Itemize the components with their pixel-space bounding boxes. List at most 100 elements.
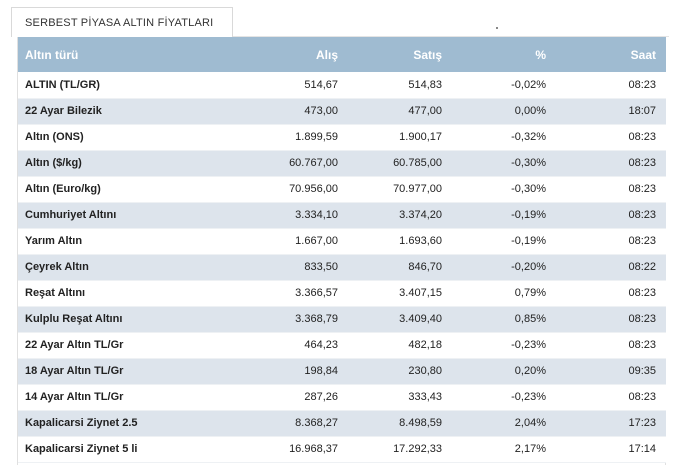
cell-saat: 18:07: [556, 98, 666, 125]
cell-altin-turu[interactable]: 22 Ayar Altın TL/Gr: [18, 332, 208, 359]
cell-satis: 70.977,00: [348, 176, 452, 203]
cell-alis: 464,23: [208, 332, 348, 359]
cell-alis: 3.366,57: [208, 280, 348, 307]
cell-altin-turu[interactable]: Kapalicarsi Ziynet 2.5: [18, 410, 208, 437]
cell-satis: 1.693,60: [348, 228, 452, 255]
table-row: ALTIN (TL/GR) 514,67 514,83 -0,02% 08:23: [18, 72, 666, 99]
cell-satis: 17.292,33: [348, 436, 452, 463]
cell-alis: 1.899,59: [208, 124, 348, 151]
cell-percent: -0,19%: [452, 228, 556, 255]
table-body: ALTIN (TL/GR) 514,67 514,83 -0,02% 08:23 22 A…: [18, 72, 666, 463]
cell-altin-turu[interactable]: ALTIN (TL/GR): [18, 72, 208, 99]
cell-saat: 08:23: [556, 202, 666, 229]
cell-percent: 0,20%: [452, 358, 556, 385]
cell-altin-turu[interactable]: Reşat Altını: [18, 280, 208, 307]
cell-satis: 230,80: [348, 358, 452, 385]
cell-altin-turu[interactable]: Cumhuriyet Altını: [18, 202, 208, 229]
table-row: 14 Ayar Altın TL/Gr 287,26 333,43 -0,23% 08:…: [18, 384, 666, 411]
table-row: Kapalicarsi Ziynet 2.5 8.368,27 8.498,59 2,…: [18, 410, 666, 437]
cell-altin-turu[interactable]: Altın (Euro/kg): [18, 176, 208, 203]
cell-altin-turu[interactable]: Altın (ONS): [18, 124, 208, 151]
decorative-dot: [496, 27, 498, 29]
header-percent[interactable]: %: [535, 47, 546, 62]
cell-saat: 17:14: [556, 436, 666, 463]
cell-altin-turu[interactable]: 22 Ayar Bilezik: [18, 98, 208, 125]
cell-percent: -0,30%: [452, 150, 556, 177]
header-row: Altın türü Alış Satış % Saat: [18, 37, 666, 72]
cell-percent: 2,17%: [452, 436, 556, 463]
cell-saat: 08:22: [556, 254, 666, 281]
table-row: Altın (ONS) 1.899,59 1.900,17 -0,32% 08:23: [18, 124, 666, 151]
cell-alis: 60.767,00: [208, 150, 348, 177]
cell-altin-turu[interactable]: Altın ($/kg): [18, 150, 208, 177]
cell-alis: 514,67: [208, 72, 348, 99]
cell-altin-turu[interactable]: Çeyrek Altın: [18, 254, 208, 281]
cell-percent: -0,30%: [452, 176, 556, 203]
cell-altin-turu[interactable]: Kapalicarsi Ziynet 5 li: [18, 436, 208, 463]
cell-satis: 482,18: [348, 332, 452, 359]
tab-baseline-divider: [233, 36, 669, 37]
cell-percent: 2,04%: [452, 410, 556, 437]
table-row: Kapalicarsi Ziynet 5 li 16.968,37 17.292,3…: [18, 436, 666, 463]
cell-satis: 3.407,15: [348, 280, 452, 307]
cell-percent: 0,00%: [452, 98, 556, 125]
cell-altin-turu[interactable]: 14 Ayar Altın TL/Gr: [18, 384, 208, 411]
cell-saat: 08:23: [556, 124, 666, 151]
cell-saat: 08:23: [556, 228, 666, 255]
cell-satis: 60.785,00: [348, 150, 452, 177]
cell-percent: -0,19%: [452, 202, 556, 229]
table-row: Reşat Altını 3.366,57 3.407,15 0,79% 08:23: [18, 280, 666, 307]
prices-table-container: Altın türü Alış Satış % Saat ALTIN (TL/G…: [17, 37, 666, 465]
cell-percent: -0,32%: [452, 124, 556, 151]
table-row: Kulplu Reşat Altını 3.368,79 3.409,40 0,85%…: [18, 306, 666, 333]
cell-percent: -0,02%: [452, 72, 556, 99]
cell-saat: 09:35: [556, 358, 666, 385]
header-altin-turu[interactable]: Altın türü: [25, 47, 79, 62]
header-alis[interactable]: Alış: [315, 47, 338, 62]
cell-satis: 1.900,17: [348, 124, 452, 151]
cell-percent: -0,20%: [452, 254, 556, 281]
cell-alis: 198,84: [208, 358, 348, 385]
cell-saat: 08:23: [556, 384, 666, 411]
cell-satis: 477,00: [348, 98, 452, 125]
cell-altin-turu[interactable]: Yarım Altın: [18, 228, 208, 255]
cell-altin-turu[interactable]: 18 Ayar Altın TL/Gr: [18, 358, 208, 385]
tab-serbest-piyasa[interactable]: SERBEST PİYASA ALTIN FİYATLARI: [11, 7, 233, 37]
cell-percent: 0,79%: [452, 280, 556, 307]
cell-satis: 3.409,40: [348, 306, 452, 333]
table-row: Altın (Euro/kg) 70.956,00 70.977,00 -0,30% 0…: [18, 176, 666, 203]
table-row: Çeyrek Altın 833,50 846,70 -0,20% 08:22: [18, 254, 666, 281]
cell-saat: 08:23: [556, 72, 666, 99]
cell-alis: 833,50: [208, 254, 348, 281]
table-row: Altın ($/kg) 60.767,00 60.785,00 -0,30% 08:2…: [18, 150, 666, 177]
table-row: Yarım Altın 1.667,00 1.693,60 -0,19% 08:23: [18, 228, 666, 255]
header-satis[interactable]: Satış: [413, 47, 442, 62]
cell-altin-turu[interactable]: Kulplu Reşat Altını: [18, 306, 208, 333]
gold-prices-table: Altın türü Alış Satış % Saat ALTIN (TL/G…: [18, 37, 666, 463]
cell-percent: -0,23%: [452, 384, 556, 411]
cell-saat: 08:23: [556, 150, 666, 177]
cell-satis: 514,83: [348, 72, 452, 99]
cell-alis: 3.334,10: [208, 202, 348, 229]
cell-satis: 333,43: [348, 384, 452, 411]
cell-saat: 08:23: [556, 176, 666, 203]
cell-percent: 0,85%: [452, 306, 556, 333]
cell-alis: 3.368,79: [208, 306, 348, 333]
cell-satis: 846,70: [348, 254, 452, 281]
cell-alis: 16.968,37: [208, 436, 348, 463]
cell-saat: 08:23: [556, 332, 666, 359]
table-row: 18 Ayar Altın TL/Gr 198,84 230,80 0,20% 09:3…: [18, 358, 666, 385]
header-saat[interactable]: Saat: [630, 47, 656, 62]
cell-alis: 473,00: [208, 98, 348, 125]
cell-saat: 17:23: [556, 410, 666, 437]
cell-satis: 8.498,59: [348, 410, 452, 437]
cell-alis: 287,26: [208, 384, 348, 411]
cell-percent: -0,23%: [452, 332, 556, 359]
cell-alis: 70.956,00: [208, 176, 348, 203]
table-row: 22 Ayar Bilezik 473,00 477,00 0,00% 18:07: [18, 98, 666, 125]
table-header: Altın türü Alış Satış % Saat: [18, 37, 666, 72]
cell-alis: 1.667,00: [208, 228, 348, 255]
table-row: 22 Ayar Altın TL/Gr 464,23 482,18 -0,23% 08:…: [18, 332, 666, 359]
cell-saat: 08:23: [556, 306, 666, 333]
